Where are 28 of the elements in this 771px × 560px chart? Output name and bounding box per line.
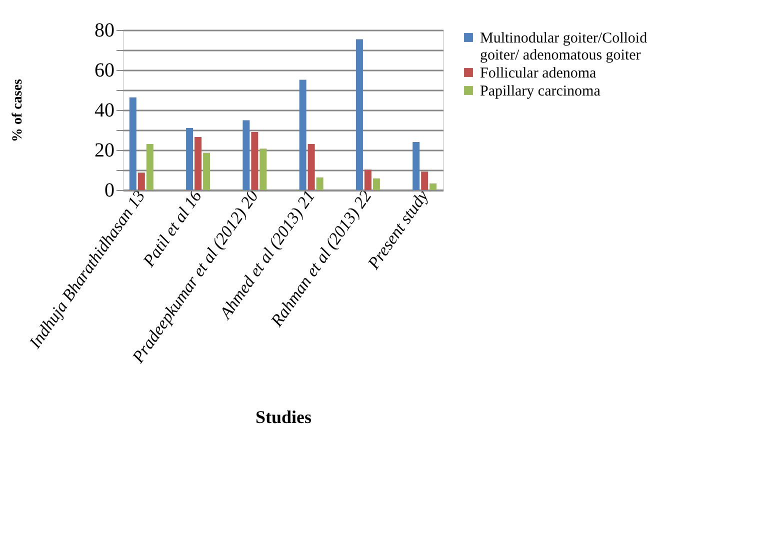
bar (421, 172, 428, 190)
legend-label: Follicular adenoma (480, 66, 597, 82)
bar (316, 177, 324, 190)
bar (299, 80, 306, 190)
bar (242, 120, 250, 190)
y-tick-label: 80 (94, 20, 114, 42)
x-axis-title: Studies (255, 407, 312, 428)
y-tick-label: 20 (94, 140, 114, 162)
bar (260, 148, 267, 190)
bar (430, 183, 437, 190)
bar (146, 144, 154, 190)
legend-label: Papillary carcinoma (480, 84, 601, 100)
legend-label: Multinodular goiter/Colloid goiter/ adenomatous goiter (480, 30, 648, 64)
bar (356, 39, 363, 190)
bar (251, 132, 258, 190)
bar (138, 172, 145, 190)
bar (129, 97, 136, 190)
bar (194, 137, 202, 190)
y-axis-title: % of cases (10, 78, 26, 142)
bar (364, 170, 372, 190)
bar (372, 178, 380, 190)
bar (186, 128, 194, 190)
y-tick-label: 40 (94, 100, 114, 122)
bar (308, 144, 315, 190)
bar (412, 142, 420, 190)
y-tick-label: 0 (104, 180, 114, 202)
bar (203, 152, 210, 190)
y-tick-label: 60 (94, 60, 114, 82)
